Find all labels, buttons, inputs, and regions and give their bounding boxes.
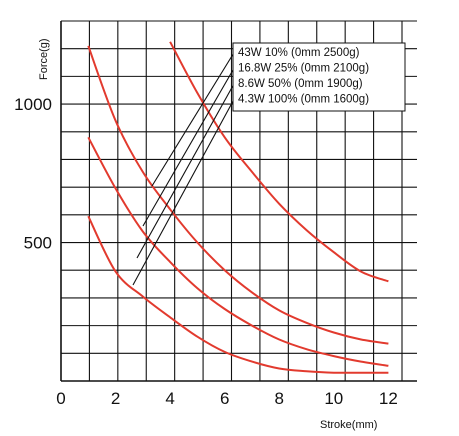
series-lines [87,41,389,374]
series-line-3 [87,136,389,367]
x-tick-label: 2 [111,389,120,408]
series-line-4 [87,215,389,374]
y-axis-label: Force(g) [38,38,50,80]
legend-entry-1: 43W 10% (0mm 2500g) [238,47,360,59]
legend-entry-3: 8.6W 50% (0mm 1900g) [238,78,363,90]
legend-entry-2: 16.8W 25% (0mm 2100g) [238,63,369,75]
legend-leader-1 [151,50,236,187]
legend-leader-3 [136,81,236,259]
series-line-2 [87,45,389,345]
x-tick-label: 6 [220,389,229,408]
x-tick-label: 0 [56,389,65,408]
legend: 43W 10% (0mm 2500g) 16.8W 25% (0mm 2100g)… [232,42,406,112]
x-tick-label: 12 [379,389,398,408]
tick-labels: 0 2 4 6 8 10 12 500 1000 [14,95,398,408]
legend-leader-4 [132,97,236,286]
legend-box [232,42,406,112]
y-tick-label: 1000 [14,95,52,114]
x-tick-label: 8 [275,389,284,408]
legend-leader-lines [132,50,236,286]
y-tick-label: 500 [24,234,52,253]
series-line-1 [169,41,389,283]
x-axis-label: Stroke(mm) [320,419,377,431]
legend-leader-2 [142,66,236,227]
legend-entry-4: 4.3W 100% (0mm 1600g) [238,94,369,106]
x-tick-label: 4 [165,389,174,408]
x-tick-label: 10 [324,389,343,408]
